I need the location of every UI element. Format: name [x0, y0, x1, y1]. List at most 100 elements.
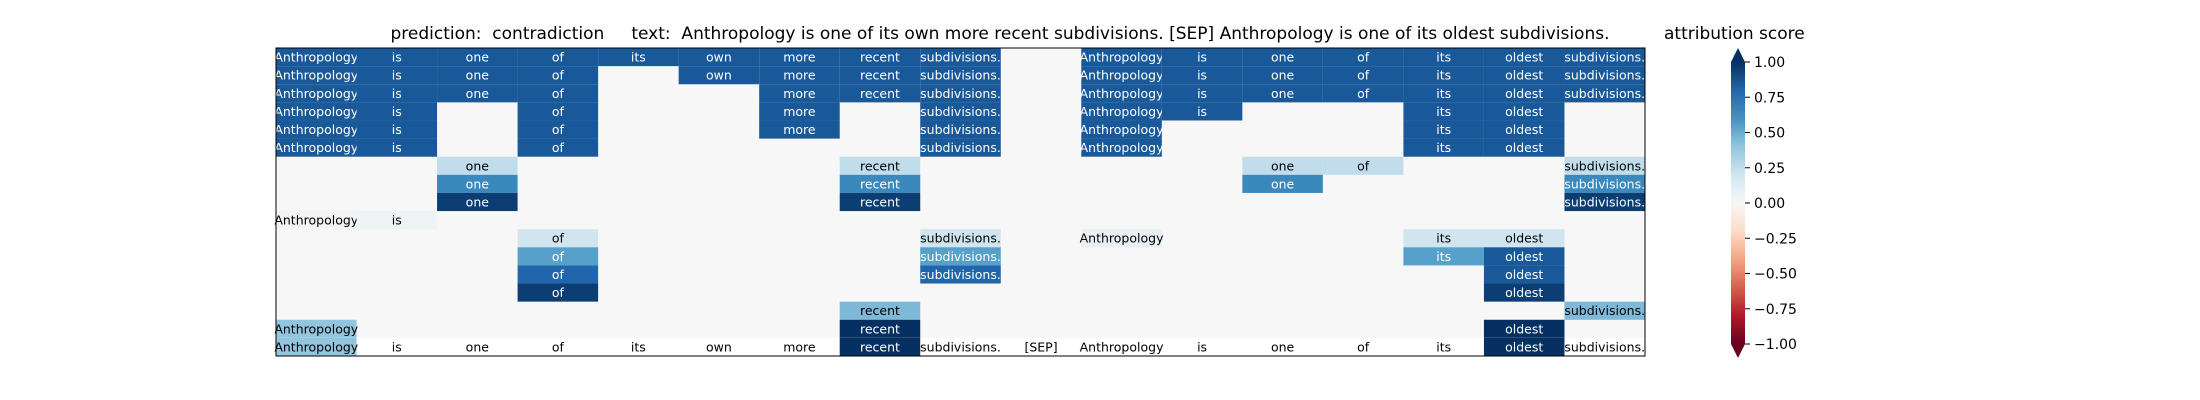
- heatmap-cell: [839, 319, 921, 338]
- colorbar-tick-label: 0.25: [1754, 161, 1785, 177]
- heatmap-cell: [839, 66, 921, 85]
- colorbar-title: attribution score: [1664, 24, 1805, 44]
- heatmap-cell: [678, 48, 760, 67]
- cell-label: of: [552, 285, 565, 300]
- heatmap-cell: [1564, 301, 1645, 320]
- cell-label: one: [466, 86, 490, 101]
- cell-label: oldest: [1505, 321, 1543, 336]
- heatmap-cell: [517, 265, 599, 284]
- cell-label: of: [1357, 86, 1370, 101]
- heatmap-frame: [275, 47, 1646, 357]
- heatmap-cell: [920, 229, 1001, 248]
- heatmap-cell: [276, 48, 357, 67]
- cell-label: its: [1436, 68, 1451, 83]
- colorbar-top-extend: [1731, 48, 1745, 62]
- token-label: is: [1197, 339, 1207, 354]
- cell-label: own: [706, 50, 732, 65]
- colorbar-tick-label: −0.75: [1754, 302, 1797, 318]
- heatmap-cell: [1322, 156, 1404, 175]
- cell-label: Anthropology: [1080, 140, 1164, 155]
- colorbar-tick-label: −0.50: [1754, 267, 1797, 283]
- heatmap-cell: [437, 48, 518, 67]
- heatmap-cell: [517, 66, 599, 85]
- heatmap-cell: [1081, 102, 1162, 121]
- cell-label: of: [552, 249, 565, 264]
- cell-label: one: [466, 176, 490, 191]
- heatmap-cell: [517, 229, 599, 248]
- colorbar-tick-label: 0.75: [1754, 90, 1785, 106]
- cell-label: its: [1436, 140, 1451, 155]
- token-cell: [276, 337, 357, 356]
- token-cell: [1483, 337, 1565, 356]
- cell-label: recent: [860, 321, 900, 336]
- heatmap-cell: [1483, 265, 1565, 284]
- cell-label: is: [392, 68, 402, 83]
- cell-label: oldest: [1505, 50, 1543, 65]
- cell-label: its: [1436, 104, 1451, 119]
- cell-label: of: [552, 267, 565, 282]
- cell-label: oldest: [1505, 122, 1543, 137]
- heatmap-cell: [1564, 84, 1645, 103]
- token-label: of: [1357, 339, 1370, 354]
- heatmap-cell: [759, 102, 840, 121]
- cell-label: recent: [860, 68, 900, 83]
- cell-label: subdivisions.: [920, 249, 1001, 264]
- cell-label: Anthropology: [274, 321, 358, 336]
- cell-label: one: [466, 158, 490, 173]
- heatmap-cell: [517, 48, 599, 67]
- heatmap-cell: [356, 84, 438, 103]
- cell-label: oldest: [1505, 285, 1543, 300]
- cell-label: Anthropology: [1080, 68, 1164, 83]
- cell-label: one: [1271, 68, 1295, 83]
- colorbar-tick-label: −0.25: [1754, 231, 1797, 247]
- cell-label: more: [783, 68, 816, 83]
- token-label: own: [706, 339, 732, 354]
- heatmap-cell: [437, 192, 518, 212]
- cell-label: its: [1436, 50, 1451, 65]
- cell-label: of: [552, 122, 565, 137]
- cell-label: subdivisions.: [1564, 86, 1645, 101]
- heatmap-cell: [276, 211, 357, 230]
- heatmap-cell: [356, 120, 438, 139]
- colorbar-ticks: 1.00 0.75 0.50 0.25 0.00 −0.25 −0.50 −0.75 −1.00: [1745, 55, 1797, 353]
- heatmap-cell: [356, 211, 438, 230]
- heatmap-cell: [1161, 84, 1243, 103]
- heatmap-cell: [1242, 48, 1323, 67]
- heatmap-cell: [1403, 84, 1484, 103]
- heatmap-cell: [1161, 66, 1243, 85]
- token-label: its: [631, 339, 646, 354]
- cell-label: Anthropology: [274, 104, 358, 119]
- cell-label: of: [552, 68, 565, 83]
- heatmap-cell: [920, 84, 1001, 103]
- heatmap-cell: [839, 174, 921, 193]
- cell-label: its: [631, 50, 646, 65]
- heatmap-cell: [1483, 283, 1565, 302]
- cell-label: recent: [860, 195, 900, 210]
- heatmap-cell: [1483, 229, 1565, 248]
- heatmap-cell: [1322, 48, 1404, 67]
- heatmap-cell: [839, 156, 921, 175]
- cell-label: of: [1357, 50, 1370, 65]
- cell-label: is: [392, 86, 402, 101]
- cell-label: recent: [860, 86, 900, 101]
- heatmap-cell: [1403, 247, 1484, 266]
- colorbar: 1.00 0.75 0.50 0.25 0.00 −0.25 −0.50 −0.75 −1.00: [1731, 48, 1797, 358]
- heatmap-cell: [1322, 66, 1404, 85]
- heatmap-cell: [920, 247, 1001, 266]
- cell-label: oldest: [1505, 68, 1543, 83]
- cell-label: subdivisions.: [1564, 68, 1645, 83]
- heatmap-cell: [517, 120, 599, 139]
- cell-label: one: [1271, 86, 1295, 101]
- cell-label: subdivisions.: [1564, 195, 1645, 210]
- heatmap-cell: [1161, 102, 1243, 121]
- cell-label: is: [392, 122, 402, 137]
- heatmap-cell: [839, 192, 921, 212]
- cell-label: Anthropology: [274, 140, 358, 155]
- cell-label: own: [706, 68, 732, 83]
- heatmap-cell: [1081, 48, 1162, 67]
- heatmap-cell: [1483, 120, 1565, 139]
- heatmap-cell: [1483, 102, 1565, 121]
- token-label: subdivisions.: [1564, 339, 1645, 354]
- cell-label: Anthropology: [274, 122, 358, 137]
- heatmap-cell: [1483, 247, 1565, 266]
